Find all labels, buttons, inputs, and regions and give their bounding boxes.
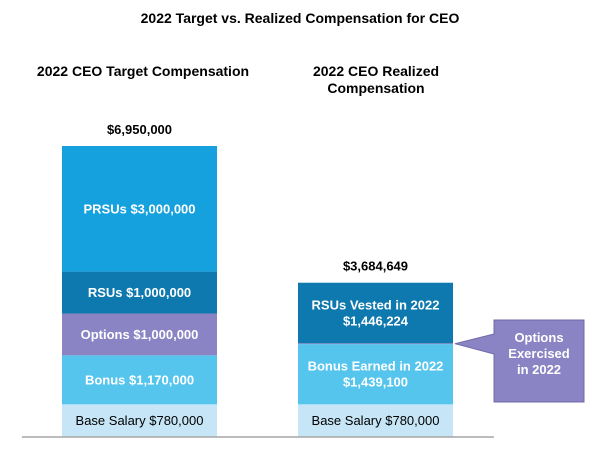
segment-label: RSUs Vested in 2022 <box>312 297 440 312</box>
callout-label: Exercised <box>508 346 569 361</box>
category-header: 2022 CEO Target Compensation <box>37 63 249 79</box>
bar-segment <box>62 271 217 314</box>
callout-label: in 2022 <box>517 362 561 377</box>
segment-label: Bonus $1,170,000 <box>85 372 194 387</box>
bar-total-label: $3,684,649 <box>343 259 408 274</box>
segment-label: Options $1,000,000 <box>81 327 199 342</box>
segment-label: PRSUs $3,000,000 <box>83 201 195 216</box>
bars-group: 2022 CEO Target Compensation Base Salary … <box>37 63 453 437</box>
bar-segment <box>62 404 217 437</box>
bar-segment <box>62 355 217 405</box>
segment-label: Base Salary $780,000 <box>76 413 204 428</box>
segment-label: Bonus Earned in 2022 <box>308 359 444 374</box>
chart-title: 2022 Target vs. Realized Compensation fo… <box>141 10 460 26</box>
segment-label: $1,446,224 <box>343 313 409 328</box>
segment-label: RSUs $1,000,000 <box>88 285 191 300</box>
bar-segment <box>62 313 217 356</box>
callout-label: Options <box>514 330 563 345</box>
category-header: 2022 CEO Realized <box>313 63 439 79</box>
bar-segment <box>62 146 217 272</box>
bar-segment <box>298 344 453 405</box>
callout-shape <box>454 319 585 403</box>
bar-segment <box>298 282 453 344</box>
bar-segment <box>298 343 453 345</box>
bar-total-label: $6,950,000 <box>107 122 172 137</box>
bar-segment <box>298 404 453 437</box>
segment-label: Base Salary $780,000 <box>312 413 440 428</box>
segment-label: $1,439,100 <box>343 375 408 390</box>
category-header: Compensation <box>327 80 424 96</box>
